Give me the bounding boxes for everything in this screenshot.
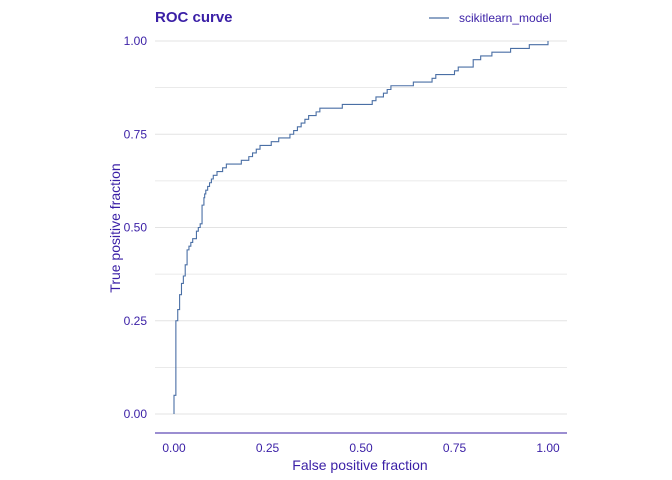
legend-label-scikitlearn-model: scikitlearn_model [459,11,552,25]
y-tick-label: 0.75 [124,127,148,141]
y-tick-label: 0.50 [124,221,148,235]
y-tick-label: 1.00 [124,34,148,48]
roc-curve-line [173,41,549,414]
y-tick-label: 0.25 [124,314,148,328]
x-tick-label: 0.50 [349,441,373,455]
legend: scikitlearn_model [429,11,552,25]
x-tick-label: 1.00 [536,441,560,455]
x-tick-label: 0.75 [443,441,467,455]
x-tick-labels: 0.00 0.25 0.50 0.75 1.00 [162,441,560,455]
chart-title: ROC curve [155,9,233,26]
x-axis-title: False positive fraction [292,457,427,473]
series-group [173,41,549,414]
y-axis-title: True positive fraction [107,163,123,292]
x-tick-label: 0.25 [256,441,280,455]
y-tick-labels: 0.00 0.25 0.50 0.75 1.00 [124,34,148,421]
grid-lines [155,40,567,415]
y-tick-label: 0.00 [124,407,148,421]
x-tick-label: 0.00 [162,441,186,455]
